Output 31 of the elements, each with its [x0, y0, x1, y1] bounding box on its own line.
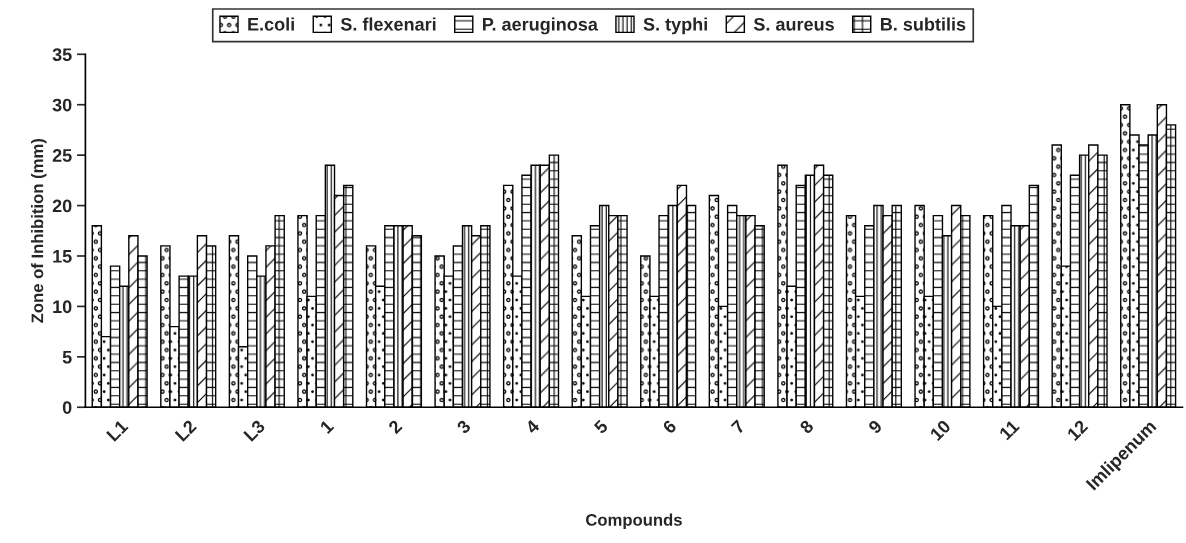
legend-label: P. aeruginosa [483, 17, 598, 35]
legend-label: B. subtilis [880, 17, 966, 31]
y-axis-title: Zone of Inhibition (mm) [31, 139, 47, 323]
x-tick-label: 2 [387, 419, 403, 435]
x-tick-label: 7 [730, 419, 746, 435]
x-tick-label: L1 [106, 419, 129, 442]
y-tick-label: 0 [62, 401, 72, 414]
x-tick-label: 3 [456, 419, 472, 435]
x-tick-label: 6 [661, 419, 678, 435]
x-tick-label: 10 [929, 419, 952, 442]
x-tick-label: L2 [174, 419, 197, 442]
y-tick-label: 35 [52, 48, 72, 62]
y-tick-label: 20 [52, 199, 72, 213]
y-tick-label: 5 [62, 350, 72, 364]
x-tick-label: 4 [524, 418, 541, 435]
x-tick-label: 9 [867, 419, 883, 435]
y-tick-label: 10 [53, 300, 72, 314]
y-tick-label: 25 [52, 149, 72, 162]
legend-label: E.coli [248, 17, 294, 31]
y-tick-label: 15 [53, 250, 72, 263]
legend-label: S. typhi [643, 17, 707, 35]
x-axis-title: Compounds [586, 513, 682, 530]
x-tick-label: L3 [243, 419, 266, 442]
legend-label: S. flexenari [340, 17, 436, 31]
x-tick-label: 11 [998, 419, 1020, 441]
legend-label: S. aureus [753, 17, 834, 31]
x-tick-label: 12 [1066, 419, 1089, 442]
x-tick-label: 1 [319, 419, 335, 434]
x-tick-label: 8 [798, 419, 815, 435]
y-tick-label: 30 [52, 98, 72, 112]
x-tick-label: 5 [593, 419, 609, 435]
